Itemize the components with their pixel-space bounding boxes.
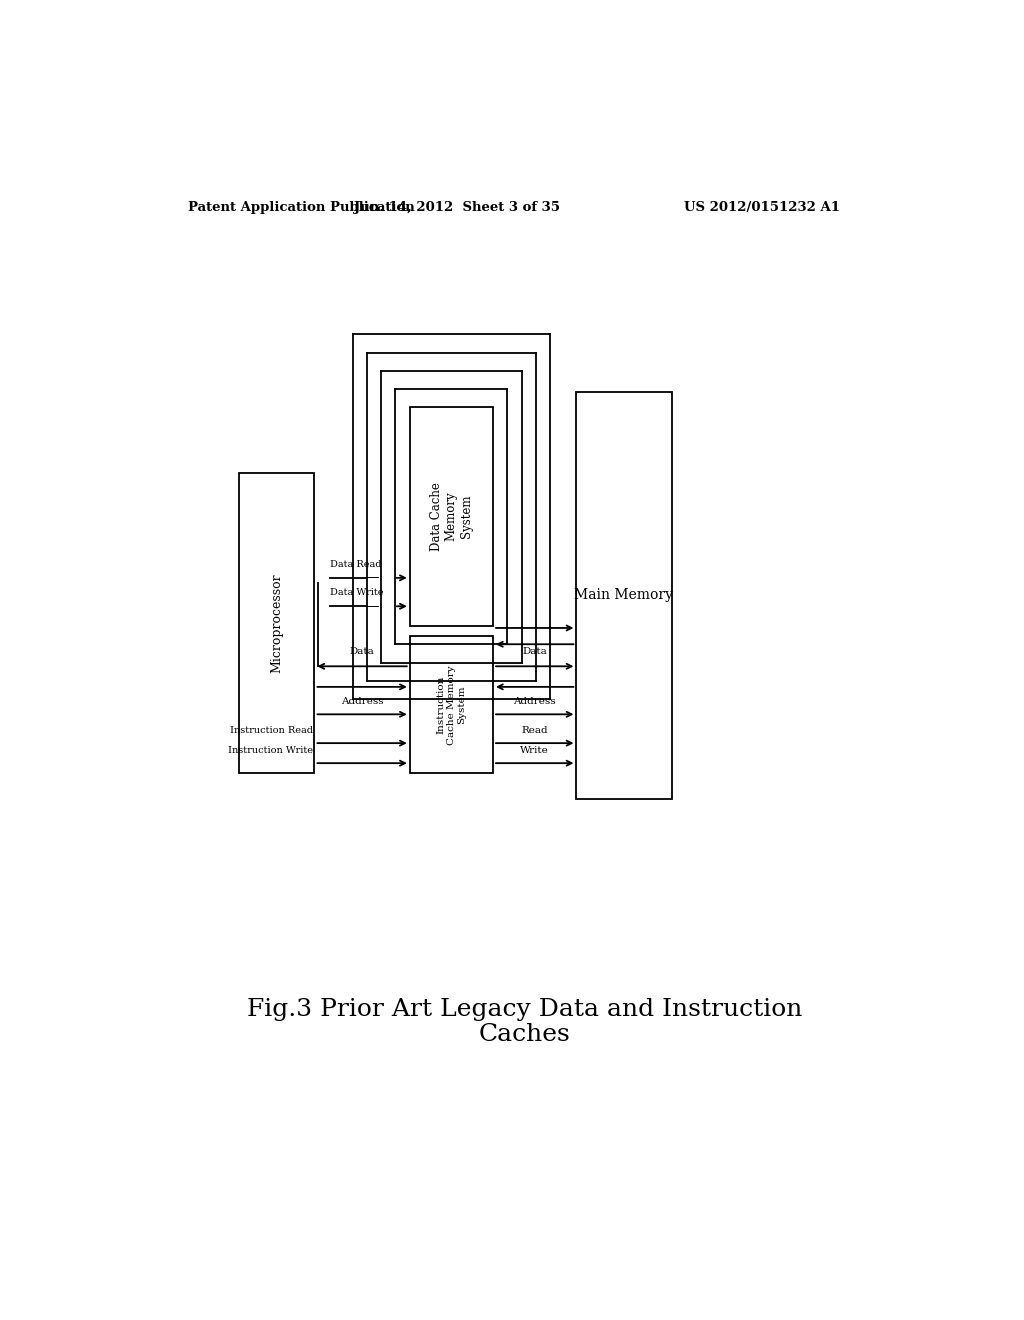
Text: Instruction Write: Instruction Write (228, 746, 313, 755)
Bar (577, 392, 672, 799)
Text: Main Memory: Main Memory (574, 589, 674, 602)
Text: Data: Data (350, 647, 375, 656)
Text: Data Cache
Memory
System: Data Cache Memory System (430, 482, 473, 552)
Text: Data Read: Data Read (331, 560, 382, 569)
Bar (410, 408, 494, 626)
Text: Caches: Caches (479, 1023, 570, 1045)
Text: Address: Address (513, 697, 556, 706)
Text: Data: Data (522, 647, 547, 656)
Text: Address: Address (341, 697, 383, 706)
Bar (240, 474, 314, 774)
Text: US 2012/0151232 A1: US 2012/0151232 A1 (684, 201, 840, 214)
Text: Data Write: Data Write (331, 589, 384, 597)
Text: Patent Application Publication: Patent Application Publication (187, 201, 415, 214)
Text: Read: Read (521, 726, 548, 735)
Text: Instruction Read: Instruction Read (230, 726, 313, 735)
Text: —: — (367, 572, 379, 585)
Text: Write: Write (520, 746, 549, 755)
Text: Instruction
Cache Memory
System: Instruction Cache Memory System (436, 665, 466, 744)
Text: Microprocessor: Microprocessor (270, 574, 284, 673)
Text: Fig.3 Prior Art Legacy Data and Instruction: Fig.3 Prior Art Legacy Data and Instruct… (247, 998, 803, 1020)
Bar (410, 636, 494, 774)
Text: Jun. 14, 2012  Sheet 3 of 35: Jun. 14, 2012 Sheet 3 of 35 (354, 201, 560, 214)
Text: —: — (367, 599, 379, 612)
